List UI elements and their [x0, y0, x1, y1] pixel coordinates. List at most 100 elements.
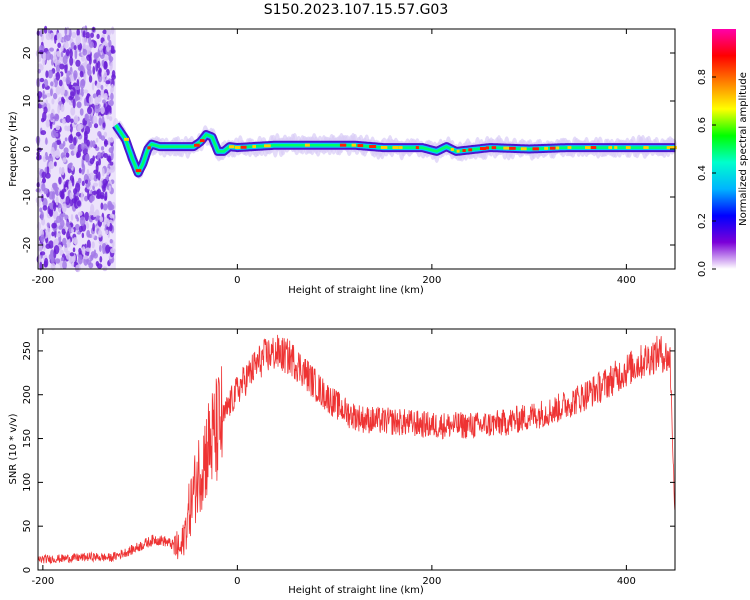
ridge-peak	[532, 147, 539, 151]
ridge-peak	[625, 146, 631, 150]
noise-cell	[40, 251, 46, 256]
noise-cell	[99, 216, 104, 223]
noise-cell	[38, 63, 43, 68]
noise-cell	[90, 32, 94, 38]
noise-cell	[60, 219, 65, 228]
noise-cell	[55, 71, 61, 81]
noise-cell	[39, 29, 43, 37]
noise-cell	[110, 163, 116, 173]
noise-cell	[102, 178, 108, 186]
noise-cell	[38, 50, 44, 55]
noise-cell	[91, 82, 95, 91]
y-tick-label: 50	[22, 520, 33, 533]
noise-cell	[88, 56, 92, 65]
noise-cell	[42, 52, 47, 61]
snr-frame	[37, 328, 676, 571]
ridge-peak	[351, 143, 356, 147]
noise-cell	[96, 82, 102, 89]
noise-cell	[65, 152, 70, 158]
spectrogram-x-label: Height of straight line (km)	[288, 285, 424, 296]
noise-cell	[109, 213, 115, 219]
noise-cell	[73, 45, 77, 51]
snr-line	[37, 334, 676, 565]
noise-cell	[51, 231, 55, 237]
y-tick-label: 200	[22, 385, 33, 404]
colorbar-gradient	[712, 29, 736, 269]
noise-cell	[39, 100, 45, 105]
noise-cell	[109, 65, 113, 72]
ridge-peak	[585, 146, 591, 150]
noise-cell	[60, 191, 65, 200]
noise-cell	[58, 166, 62, 175]
noise-cell	[105, 229, 109, 235]
noise-cell	[89, 140, 93, 148]
x-tick-label: 400	[617, 275, 636, 286]
noise-cell	[71, 31, 77, 39]
noise-cell	[54, 148, 60, 159]
noise-cell	[94, 104, 100, 114]
noise-cell	[105, 80, 111, 85]
noise-cell	[42, 197, 48, 208]
noise-cell	[53, 238, 59, 247]
noise-cell	[41, 183, 46, 192]
ridge-peak	[380, 145, 388, 149]
noise-cell	[92, 182, 99, 187]
noise-cell	[65, 195, 70, 206]
noise-cell	[92, 155, 96, 162]
noise-cell	[45, 70, 49, 79]
y-tick-label: 0	[22, 567, 33, 573]
noise-cell	[100, 202, 104, 210]
noise-cell	[78, 225, 83, 233]
noise-cell	[93, 249, 97, 257]
noise-cell	[76, 217, 80, 222]
noise-cell	[78, 167, 82, 174]
noise-cell	[59, 259, 64, 269]
noise-cell	[39, 77, 45, 83]
noise-cell	[50, 250, 54, 260]
ridge-peak	[229, 145, 235, 149]
noise-cell	[43, 25, 48, 34]
noise-cell	[43, 243, 46, 252]
spectrogram-x-ticks: -200 0 200 400	[32, 29, 636, 286]
noise-cell	[72, 237, 78, 245]
noise-cell	[51, 182, 58, 189]
noise-cell	[87, 180, 91, 186]
noise-cell	[84, 195, 89, 202]
noise-cell	[50, 81, 54, 87]
y-tick-label: 150	[22, 429, 33, 448]
noise-cell	[77, 211, 83, 216]
noise-cell	[90, 194, 95, 202]
noise-cell	[93, 123, 99, 129]
noise-cell	[70, 107, 76, 116]
colorbar-tick-label: 0.8	[697, 69, 708, 85]
ridge-peak	[544, 146, 549, 150]
noise-cell	[60, 45, 64, 52]
noise-cell	[69, 48, 73, 59]
noise-cell	[82, 163, 86, 174]
colorbar-label: Normalized spectral amplitude	[738, 72, 749, 226]
noise-cell	[50, 88, 53, 97]
noise-cell	[56, 233, 61, 238]
noise-cell	[69, 252, 75, 257]
noise-cell	[95, 189, 100, 196]
ridge-peak	[135, 169, 142, 173]
noise-cell	[95, 137, 99, 143]
noise-cell	[77, 66, 83, 72]
noise-cell	[74, 85, 81, 90]
x-tick-label: -200	[32, 275, 55, 286]
noise-cell	[55, 189, 59, 196]
noise-cell	[69, 123, 73, 133]
noise-cell	[92, 115, 98, 125]
noise-cell	[73, 73, 77, 81]
noise-cell	[52, 92, 58, 100]
noise-cell	[81, 232, 85, 239]
noise-cell	[88, 211, 94, 216]
spectrogram-noise-region	[35, 25, 116, 273]
noise-cell	[107, 34, 111, 41]
noise-cell	[95, 160, 100, 167]
noise-cell	[49, 202, 55, 210]
noise-cell	[65, 114, 71, 123]
noise-cell	[60, 257, 65, 262]
noise-cell	[102, 203, 108, 211]
noise-cell	[41, 83, 45, 90]
